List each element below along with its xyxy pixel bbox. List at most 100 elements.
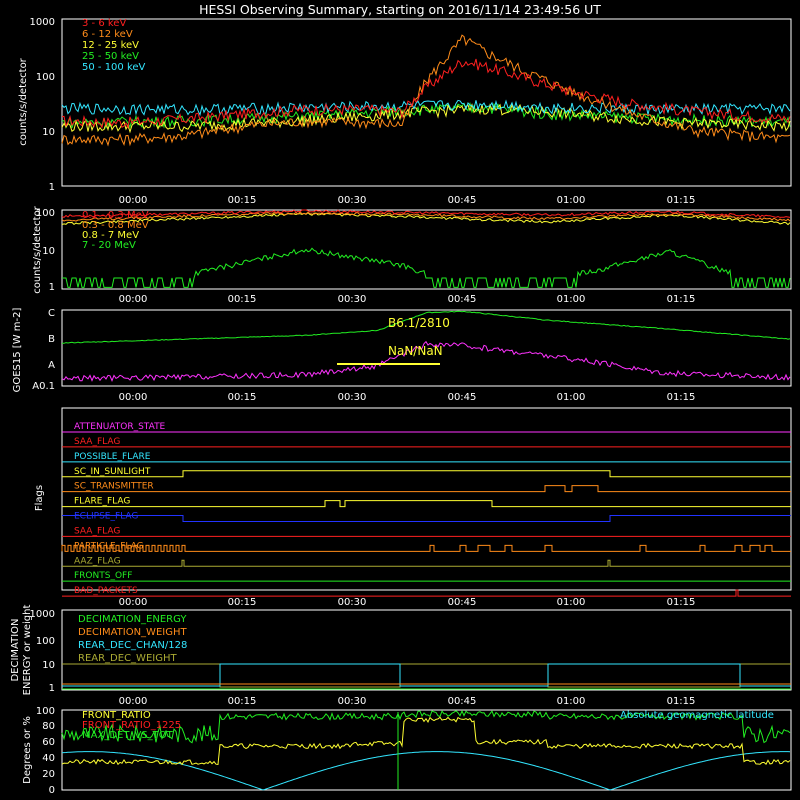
ratio-ytick-40: 40 — [42, 753, 55, 764]
decimation-legend: DECIMATION_ENERGY DECIMATION_WEIGHT REAR… — [78, 614, 187, 664]
xray-ytick-1000: 1000 — [30, 17, 55, 28]
flags-xtick-0015: 00:15 — [228, 597, 257, 608]
gamma-xtick-0100: 01:00 — [557, 294, 586, 305]
ratio-panel: Degrees or % 0 20 40 60 80 100 FRONT_RAT… — [22, 706, 792, 796]
xray-legend-50-100: 50 - 100 keV — [82, 62, 146, 73]
xray-xticks: 00:00 00:15 00:30 00:45 01:00 01:15 — [119, 195, 696, 206]
xray-frame — [61, 18, 792, 187]
gamma-xticks: 00:00 00:15 00:30 00:45 01:00 01:15 — [119, 294, 696, 305]
gamma-series — [61, 209, 791, 288]
xray-legend-12-25: 12 - 25 keV — [82, 40, 139, 51]
decimation-xticks: 00:00 00:15 00:30 00:45 01:00 01:15 — [119, 696, 696, 707]
decimation-ylabel-1: DECIMATION — [10, 618, 21, 681]
xray-ytick-10: 10 — [42, 127, 55, 138]
flags-rows: ATTENUATOR_STATE SAA_FLAG POSSIBLE_FLARE SC… — [61, 422, 791, 597]
gamma-yticks: 1 10 100 — [36, 208, 55, 293]
ratio-annotation-geomag: Absolute geomagnetic latitude — [620, 710, 774, 721]
gamma-ytick-100: 100 — [36, 208, 55, 219]
ratio-ytick-0: 0 — [49, 785, 55, 796]
decimation-xtick-0015: 00:15 — [228, 696, 257, 707]
flags-frame — [61, 407, 792, 591]
gamma-xtick-0045: 00:45 — [448, 294, 477, 305]
gamma-legend: 0.1 - 0.3 MeV 0.3 - 0.8 MeV 0.8 - 7 MeV … — [82, 210, 149, 251]
flag-label: POSSIBLE_FLARE — [74, 452, 151, 462]
decimation-ytick-1: 1 — [49, 683, 55, 694]
goes-xtick-0100: 01:00 — [557, 392, 586, 403]
flag-trace-11 — [62, 589, 791, 597]
xray-line-3 — [61, 101, 791, 130]
flag-label: SC_TRANSMITTER — [74, 482, 154, 492]
xray-ytick-1: 1 — [49, 182, 55, 193]
xray-legend-3-6: 3 - 6 keV — [82, 18, 126, 29]
ratio-yticks: 0 20 40 60 80 100 — [36, 706, 55, 796]
goes-annotation-class: B6.1/2810 — [388, 316, 450, 330]
gamma-legend-2: 0.8 - 7 MeV — [82, 230, 139, 241]
figure-title: HESSI Observing Summary, starting on 201… — [199, 2, 601, 17]
gamma-panel: counts/s/detector 1 10 100 0.1 - 0.3 MeV… — [32, 205, 792, 305]
flags-xtick-0030: 00:30 — [338, 597, 367, 608]
goes-line-short — [61, 340, 791, 382]
xray-legend: 3 - 6 keV 6 - 12 keV 12 - 25 keV 25 - 50… — [82, 18, 146, 73]
decimation-xtick-0045: 00:45 — [448, 696, 477, 707]
flag-trace-8 — [61, 544, 791, 552]
gamma-ylabel: counts/s/detector — [32, 205, 43, 293]
xray-xtick-0115: 01:15 — [667, 195, 696, 206]
goes-xtick-0030: 00:30 — [338, 392, 367, 403]
flags-ylabel: Flags — [34, 485, 45, 511]
ratio-geomag-line — [61, 751, 791, 791]
goes-ytick-c: C — [48, 308, 55, 319]
goes-annotation-nan: NaN/NaN — [388, 344, 443, 358]
flag-label: AAZ_FLAG — [74, 556, 121, 566]
decimation-legend-rear-weight: REAR_DEC_WEIGHT — [78, 653, 177, 664]
decimation-ytick-100: 100 — [36, 636, 55, 647]
flag-trace-6 — [62, 515, 791, 522]
goes-xtick-0015: 00:15 — [228, 392, 257, 403]
xray-legend-6-12: 6 - 12 keV — [82, 29, 133, 40]
ratio-legend-front1225: FRONT_RATIO_1225 — [82, 720, 181, 731]
ratio-frame — [61, 709, 792, 791]
gamma-legend-0: 0.1 - 0.3 MeV — [82, 210, 149, 221]
decimation-ylabel-2: ENERGY or weight — [22, 605, 33, 696]
flag-label: SAA_FLAG — [74, 437, 120, 447]
decimation-lines — [62, 663, 791, 690]
ratio-front-line — [61, 716, 791, 766]
decimation-legend-rear-chan: REAR_DEC_CHAN/128 — [78, 640, 187, 651]
gamma-xtick-0015: 00:15 — [228, 294, 257, 305]
goes-frame — [61, 309, 792, 387]
decimation-rear-chan-line — [62, 663, 791, 687]
decimation-xtick-0030: 00:30 — [338, 696, 367, 707]
goes-series — [61, 310, 791, 382]
decimation-yticks: 1 10 100 1000 — [30, 609, 55, 694]
xray-xtick-0000: 00:00 — [119, 195, 148, 206]
ratio-ytick-80: 80 — [42, 721, 55, 732]
gamma-ytick-1: 1 — [49, 282, 55, 293]
ratio-legend-maxdet: MAX_DET_VS_TOT — [82, 730, 174, 741]
flags-xtick-0045: 00:45 — [448, 597, 477, 608]
gamma-line-3 — [62, 247, 791, 288]
xray-panel: counts/s/detector 1 10 100 1000 3 - 6 ke… — [18, 17, 792, 206]
xray-line-1 — [61, 34, 791, 147]
goes-ytick-b: B — [48, 334, 55, 345]
goes-yticks: A0.1 A B C — [32, 308, 55, 392]
decimation-legend-weight: DECIMATION_WEIGHT — [78, 627, 187, 638]
gamma-xtick-0000: 00:00 — [119, 294, 148, 305]
flag-label: BAD_PACKETS — [74, 586, 138, 596]
xray-yticks: 1 10 100 1000 — [30, 17, 55, 193]
flag-label: FLARE_FLAG — [74, 497, 130, 507]
xray-xtick-0045: 00:45 — [448, 195, 477, 206]
goes-xtick-0000: 00:00 — [119, 392, 148, 403]
goes-ytick-a: A — [48, 360, 55, 371]
decimation-xtick-0000: 00:00 — [119, 696, 148, 707]
xray-line-0 — [61, 58, 791, 130]
decimation-legend-energy: DECIMATION_ENERGY — [78, 614, 187, 625]
flags-xticks: 00:00 00:15 00:30 00:45 01:00 01:15 — [119, 597, 696, 608]
goes-xtick-0115: 01:15 — [667, 392, 696, 403]
flag-label: SC_IN_SUNLIGHT — [74, 467, 151, 477]
gamma-frame — [61, 209, 792, 290]
ratio-ytick-60: 60 — [42, 737, 55, 748]
gamma-legend-3: 7 - 20 MeV — [82, 240, 136, 251]
xray-ylabel: counts/s/detector — [18, 57, 29, 145]
xray-ytick-100: 100 — [36, 72, 55, 83]
gamma-xtick-0115: 01:15 — [667, 294, 696, 305]
gamma-ytick-10: 10 — [42, 246, 55, 257]
